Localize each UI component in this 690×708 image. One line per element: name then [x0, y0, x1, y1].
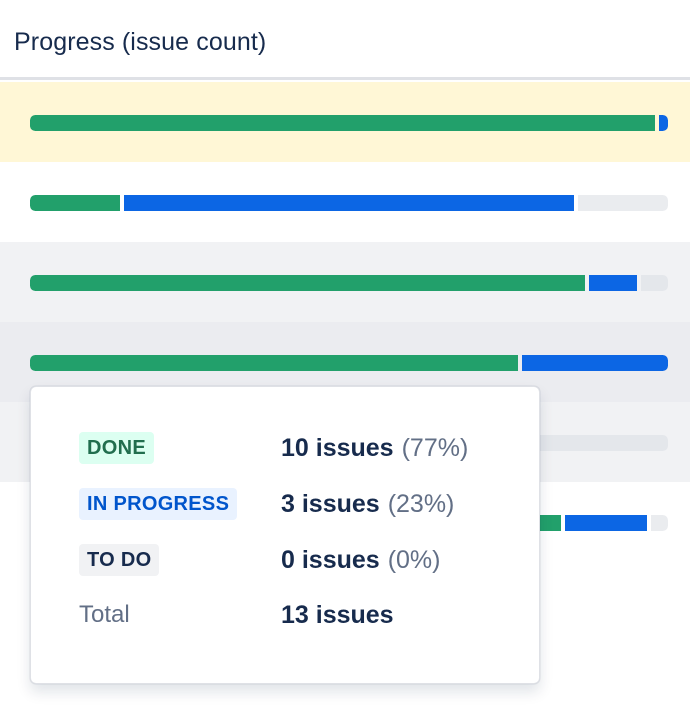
progress-column-header[interactable]: Progress (issue count): [0, 0, 690, 80]
tooltip-row-total: Total 13 issues: [79, 599, 519, 633]
total-label: Total: [79, 601, 130, 628]
status-lozenge-done: DONE: [79, 432, 154, 464]
issue-count: 10 issues (77%): [281, 432, 468, 464]
progress-bar[interactable]: [30, 195, 668, 211]
table-row[interactable]: [0, 82, 690, 162]
tooltip-row-done: DONE 10 issues (77%): [79, 432, 519, 466]
progress-tooltip: DONE 10 issues (77%) IN PROGRESS 3 issues…: [30, 386, 540, 684]
percent-value: (23%): [387, 490, 455, 518]
progress-bar[interactable]: [30, 275, 668, 291]
progress-segment-todo: [641, 275, 668, 291]
status-lozenge-todo: TO DO: [79, 544, 160, 576]
progress-segment-in-progress: [522, 355, 668, 371]
table-row[interactable]: [0, 162, 690, 242]
tooltip-row-todo: TO DO 0 issues (0%): [79, 544, 519, 578]
progress-segment-in-progress: [124, 195, 574, 211]
progress-bar[interactable]: [30, 115, 668, 131]
progress-segment-in-progress: [589, 275, 637, 291]
column-title: Progress (issue count): [14, 28, 267, 56]
progress-bar[interactable]: [30, 355, 668, 371]
percent-value: (0%): [387, 546, 441, 574]
table-row[interactable]: [0, 242, 690, 322]
issue-count: 3 issues (23%): [281, 488, 454, 520]
progress-segment-done: [30, 115, 655, 131]
status-lozenge-in-progress: IN PROGRESS: [79, 488, 238, 520]
progress-segment-in-progress: [565, 515, 647, 531]
percent-value: (77%): [401, 434, 469, 462]
count-value: 3 issues: [281, 490, 380, 518]
count-value: 0 issues: [281, 546, 380, 574]
count-value: 10 issues: [281, 434, 394, 462]
progress-segment-done: [30, 355, 518, 371]
progress-segment-todo: [651, 515, 668, 531]
issue-count: 0 issues (0%): [281, 544, 440, 576]
progress-segment-todo: [578, 195, 668, 211]
progress-segment-done: [30, 195, 120, 211]
total-count: 13 issues: [281, 601, 394, 629]
progress-segment-in-progress: [659, 115, 668, 131]
progress-segment-done: [30, 275, 585, 291]
tooltip-row-in-progress: IN PROGRESS 3 issues (23%): [79, 488, 519, 522]
